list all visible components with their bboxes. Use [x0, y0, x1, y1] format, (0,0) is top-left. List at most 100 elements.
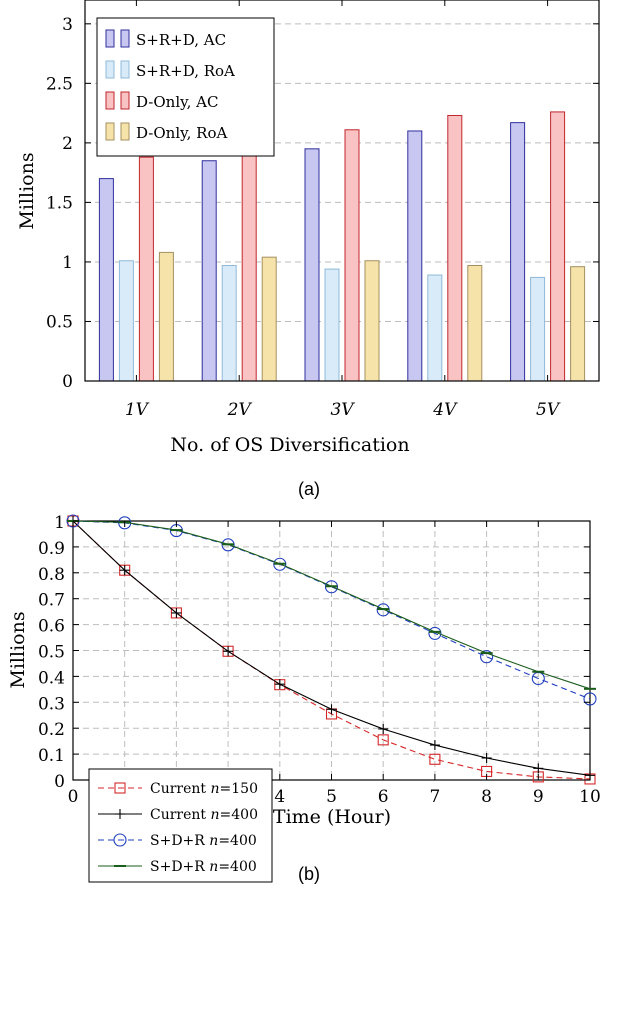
bar-chart-bar	[118, 260, 134, 382]
bar-chart-y-tick-label: 0	[62, 372, 73, 392]
bar-chart-bar	[530, 276, 546, 382]
line-chart-x-tick-label: 5	[326, 787, 337, 807]
bar-chart-bar	[304, 148, 320, 382]
bar-chart-bar	[158, 251, 174, 382]
legend-label-prefix: Current	[150, 807, 211, 823]
line-chart-point	[533, 763, 544, 774]
bar-chart-legend-label: D-Only, RoA	[136, 124, 227, 142]
line-chart-y-tick-label: 0.4	[38, 668, 65, 688]
line-chart-y-tick-label: 0.7	[38, 591, 65, 611]
bar-chart-legend-swatch	[105, 29, 115, 48]
line-chart-series-line	[72, 520, 591, 776]
bar-chart-bar	[407, 130, 423, 382]
bar-chart-legend-swatch	[120, 29, 130, 48]
line-chart-b: 00.10.20.30.40.50.60.70.80.91 0123456789…	[7, 513, 601, 884]
bar-chart-y-tick-label: 1.5	[46, 193, 73, 213]
bar-chart-legend: S+R+D, AC S+R+D, RoA D-Only, AC D-Only, RoA	[96, 17, 275, 157]
bar-chart-x-tick-label: 3V	[330, 400, 355, 420]
bar-chart-bar	[201, 160, 217, 382]
legend-label-prefix: Current	[150, 781, 211, 797]
line-chart-x-ticks: 012345678910	[68, 521, 601, 807]
legend-label-variable: n	[209, 833, 218, 849]
bar-chart-bar	[261, 256, 277, 382]
bar-chart-y-tick-label: 3	[62, 15, 73, 35]
bar-chart-bar	[447, 114, 463, 382]
bar-chart-y-tick-label: 0.5	[46, 312, 73, 332]
bar-chart-bar	[324, 268, 340, 382]
line-chart-point	[481, 752, 492, 763]
line-chart-y-tick-label: 0.8	[38, 565, 65, 585]
line-chart-x-tick-label: 4	[274, 787, 285, 807]
line-chart-y-tick-label: 0	[54, 772, 65, 792]
bar-chart-bar	[427, 274, 443, 382]
bar-chart-legend-swatch	[120, 91, 130, 110]
bar-chart-bar	[138, 156, 154, 382]
legend-label-value: =400	[218, 859, 256, 875]
bar-chart-legend-label: S+R+D, AC	[136, 31, 226, 49]
bar-chart-x-tick-label: 4V	[432, 400, 458, 420]
line-chart-x-tick-label: 9	[533, 787, 544, 807]
line-chart-x-tick-label: 7	[429, 787, 440, 807]
line-chart-x-tick-label: 10	[579, 787, 601, 807]
line-chart-point	[429, 753, 441, 765]
bar-chart-x-axis-label: No. of OS Diversification	[170, 434, 409, 456]
bar-chart-x-tick-label: 5V	[536, 400, 561, 420]
line-chart-legend-label: S+D+R n=400	[150, 859, 257, 875]
bar-chart-a: 0 0.5 1 1.5 2 2.5 3 1V 2V 3V 4V 5V No. of OS Diver…	[16, 0, 600, 499]
line-chart-point	[377, 734, 389, 746]
line-chart-series	[66, 514, 597, 785]
line-chart-legend-marker	[115, 809, 125, 819]
line-chart-y-tick-label: 0.2	[38, 720, 65, 740]
line-chart-point	[583, 692, 597, 706]
line-chart-y-tick-label: 0.3	[38, 694, 65, 714]
line-chart-point	[378, 723, 389, 734]
legend-label-value: =400	[218, 833, 256, 849]
line-chart-point	[480, 650, 494, 664]
bar-chart-x-tick-label: 1V	[125, 400, 150, 420]
bar-chart-y-tick-label: 1	[62, 253, 73, 273]
line-chart-y-tick-label: 0.1	[38, 746, 65, 766]
line-chart-grid	[73, 521, 590, 780]
bar-chart-bar	[467, 265, 483, 382]
line-chart-point	[429, 740, 440, 751]
line-chart-y-tick-label: 0.5	[38, 643, 65, 663]
line-chart-point	[428, 626, 442, 640]
line-chart-x-tick-label: 0	[68, 787, 79, 807]
bar-chart-bar	[510, 122, 526, 382]
bar-chart-bar	[241, 142, 257, 382]
bar-chart-bar	[344, 129, 360, 382]
line-chart-legend-marker	[113, 833, 127, 847]
line-chart-y-tick-label: 1	[54, 513, 65, 533]
legend-label-prefix: S+D+R	[150, 833, 209, 849]
bar-chart-x-tick-label: 2V	[227, 400, 253, 420]
legend-label-variable: n	[209, 859, 218, 875]
line-chart-point	[274, 679, 285, 690]
legend-label-value: =400	[220, 807, 258, 823]
bar-chart-x-ticks: 1V 2V 3V 4V 5V	[125, 0, 561, 420]
bar-chart-legend-swatch	[120, 122, 130, 141]
line-chart-point	[326, 704, 337, 715]
line-chart-point	[171, 607, 182, 618]
line-chart-y-tick-label: 0.9	[38, 539, 65, 559]
bar-chart-y-ticks: 0 0.5 1 1.5 2 2.5 3	[46, 15, 599, 392]
line-chart-x-axis-label: Time (Hour)	[273, 806, 391, 828]
line-chart-legend-label: Current n=150	[150, 781, 258, 797]
bar-chart-legend-swatch	[105, 91, 115, 110]
line-chart-caption: (b)	[298, 864, 320, 884]
bar-chart-y-tick-label: 2	[62, 134, 73, 154]
line-chart-x-tick-label: 6	[378, 787, 389, 807]
line-chart-legend-label: S+D+R n=400	[150, 833, 257, 849]
line-chart-legend-marker	[114, 782, 126, 794]
bar-chart-y-axis-label: Millions	[16, 152, 38, 229]
bar-chart-bar	[98, 178, 114, 382]
bar-chart-legend-swatch	[120, 60, 130, 79]
legend-label-prefix: S+D+R	[150, 859, 209, 875]
legend-label-variable: n	[211, 807, 220, 823]
line-chart-point	[119, 565, 130, 576]
line-chart-y-tick-label: 0.6	[38, 617, 65, 637]
legend-label-value: =150	[220, 781, 258, 797]
bar-chart-bar	[364, 260, 380, 382]
bar-chart-bar	[221, 265, 237, 382]
